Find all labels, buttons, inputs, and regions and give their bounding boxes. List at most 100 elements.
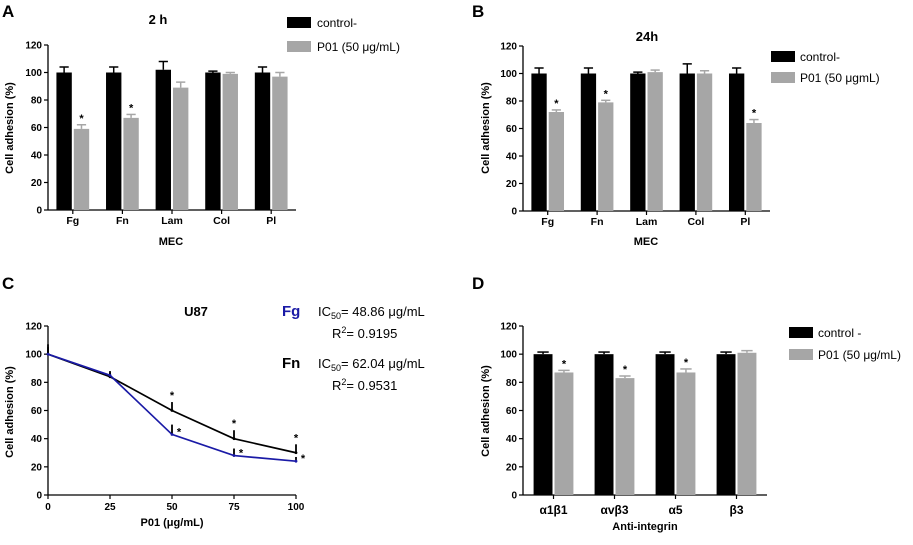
panel-c-xlabel: P01 (μg/mL) — [141, 517, 204, 529]
panel-a-title: 2 h — [149, 12, 168, 27]
annotation-fn-name: Fn — [282, 355, 300, 372]
panel-b-ylabel: Cell adhesion (%) — [480, 82, 492, 174]
panel-a-plot: 0 20 40 60 80 100 120 Fg * Fn * Lam Col Pl — [25, 41, 296, 227]
panel-label-b: B — [472, 2, 484, 21]
y-tick-label: 40 — [31, 434, 43, 445]
x-tick-label: Col — [687, 216, 704, 228]
bar-control — [205, 72, 221, 210]
panel-b: B 24h Cell adhesion (%) MEC 0 20 40 60 80 100… — [472, 2, 880, 248]
y-tick-label: 100 — [25, 350, 42, 361]
bar-control — [56, 72, 72, 210]
data-point — [294, 451, 298, 455]
bar-control — [594, 354, 614, 495]
panel-b-xlabel: MEC — [634, 236, 659, 248]
data-point — [46, 352, 50, 356]
y-tick-label: 20 — [506, 462, 518, 473]
x-tick-label: α1β1 — [539, 503, 567, 517]
bar-control — [655, 354, 675, 495]
significance-marker: * — [301, 453, 306, 465]
x-tick-label: 50 — [166, 502, 178, 513]
bar-p01 — [173, 87, 189, 210]
ic-label: IC — [318, 304, 331, 319]
bar-control — [533, 354, 553, 495]
panel-d-xlabel: Anti-integrin — [612, 521, 678, 533]
annotation-fg-name: Fg — [282, 303, 300, 320]
y-tick-label: 0 — [511, 491, 517, 502]
x-tick-label: Pl — [266, 215, 276, 227]
y-tick-label: 60 — [31, 406, 43, 417]
significance-marker: * — [554, 98, 559, 110]
significance-marker: * — [294, 432, 299, 444]
ic-sub: 50 — [331, 363, 341, 373]
r-value: = 0.9531 — [346, 378, 397, 393]
y-tick-label: 40 — [506, 434, 518, 445]
bar-control — [580, 73, 597, 211]
panel-label-c: C — [2, 274, 14, 293]
panel-d-ylabel: Cell adhesion (%) — [480, 365, 492, 457]
data-point — [170, 409, 174, 412]
y-tick-label: 100 — [500, 350, 517, 361]
significance-marker: * — [752, 108, 757, 120]
y-tick-label: 80 — [31, 96, 43, 107]
bar-p01 — [272, 76, 288, 210]
bar-p01 — [222, 73, 238, 210]
x-tick-label: Fn — [591, 216, 604, 228]
y-tick-label: 120 — [25, 322, 42, 333]
data-point — [232, 454, 236, 457]
annotation-fn-r2: R2= 0.9531 — [332, 377, 397, 393]
r-sup: 2 — [341, 377, 346, 387]
y-tick-label: 0 — [36, 491, 42, 502]
legend-label-p01: P01 (50 μg/mL) — [317, 40, 400, 54]
significance-marker: * — [79, 113, 84, 125]
legend-label-control: control- — [800, 50, 840, 64]
x-tick-label: 75 — [228, 502, 240, 513]
y-tick-label: 120 — [500, 42, 517, 53]
bar-control — [254, 72, 271, 210]
bar-control — [728, 73, 745, 211]
r-value: = 0.9195 — [346, 326, 397, 341]
bar-p01 — [696, 73, 713, 211]
panel-c-title: U87 — [184, 304, 208, 319]
panel-label-d: D — [472, 274, 484, 293]
y-tick-label: 80 — [31, 378, 43, 389]
y-tick-label: 100 — [500, 69, 517, 80]
significance-marker: * — [684, 357, 689, 369]
bar-control — [630, 73, 646, 211]
x-tick-label: Fg — [66, 215, 79, 227]
legend-swatch-p01 — [771, 72, 795, 83]
panel-c-ylabel: Cell adhesion (%) — [4, 366, 16, 458]
ic-sub: 50 — [331, 311, 341, 321]
x-tick-label: αvβ3 — [600, 503, 628, 517]
x-tick-label: 100 — [288, 502, 305, 513]
data-point — [232, 437, 236, 441]
bar-control — [679, 73, 695, 211]
bar-p01 — [598, 102, 614, 211]
panel-d-plot: 0 20 40 60 80 100 120 α1β1 * αvβ3 * α5 * β3 — [500, 322, 767, 517]
y-tick-label: 20 — [31, 462, 43, 473]
y-tick-label: 0 — [36, 206, 42, 217]
y-tick-label: 120 — [25, 41, 42, 52]
panel-a-ylabel: Cell adhesion (%) — [4, 82, 16, 174]
legend-label-p01: P01 (50 μg/mL) — [818, 348, 901, 362]
bar-control — [106, 72, 122, 210]
panel-b-plot: 0 20 40 60 80 100 120 Fg * Fn * Lam Col Pl * — [500, 42, 770, 228]
x-tick-label: β3 — [730, 503, 744, 517]
significance-marker: * — [129, 102, 134, 114]
panel-a-xlabel: MEC — [159, 236, 184, 248]
y-tick-label: 60 — [31, 123, 43, 134]
significance-marker: * — [604, 88, 609, 100]
bar-p01 — [737, 352, 757, 495]
x-tick-label: Fn — [116, 215, 129, 227]
ic-label: IC — [318, 356, 331, 371]
y-tick-label: 80 — [506, 378, 518, 389]
significance-marker: * — [562, 358, 567, 370]
y-tick-label: 0 — [511, 207, 517, 218]
x-tick-label: 0 — [45, 502, 51, 513]
bar-p01 — [548, 112, 565, 211]
panel-a-legend: control- P01 (50 μg/mL) — [287, 16, 400, 54]
data-point — [170, 433, 174, 436]
significance-marker: * — [623, 364, 628, 376]
bar-control — [716, 354, 736, 495]
x-tick-label: Lam — [161, 215, 183, 227]
